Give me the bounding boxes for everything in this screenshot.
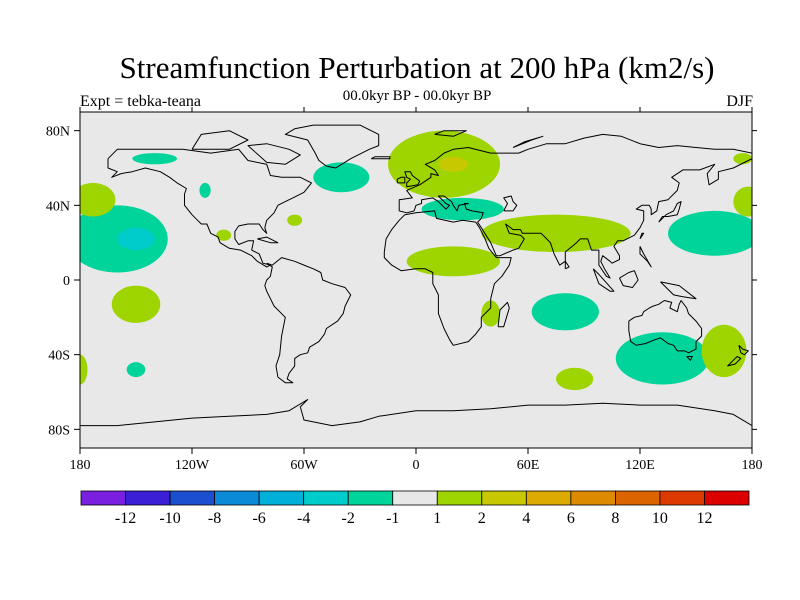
colorbar-swatch-2 bbox=[169, 490, 215, 506]
experiment-label: Expt = tebka-teana bbox=[80, 93, 201, 110]
anomaly-fill-layer bbox=[80, 130, 752, 391]
plot-title: Streamfunction Perturbation at 200 hPa (… bbox=[119, 50, 715, 85]
coastline-baffin-island bbox=[247, 143, 301, 165]
colorbar-swatch-11 bbox=[570, 490, 616, 506]
colorbar-label-13: 12 bbox=[696, 510, 712, 527]
colorbar-swatch-12 bbox=[615, 490, 661, 506]
lat-tick-label-0: 80N bbox=[46, 125, 70, 140]
colorbar-swatch-0 bbox=[80, 490, 126, 506]
coastline-iceland bbox=[370, 156, 391, 160]
colorbar-label-4: -4 bbox=[297, 510, 310, 527]
lat-tick-label-1: 40N bbox=[46, 199, 70, 214]
anomaly-region-2 bbox=[80, 182, 116, 217]
anomaly-region-6 bbox=[132, 153, 178, 165]
axis-ticks: 180 120W 60W 0 60E 120E 180 80N 40N 0 40S 80S bbox=[46, 107, 763, 473]
anomaly-region-5 bbox=[80, 354, 88, 385]
lon-tick-label-4: 60E bbox=[517, 458, 540, 473]
colorbar-label-0: -12 bbox=[115, 510, 136, 527]
colorbar-label-3: -6 bbox=[252, 510, 265, 527]
anomaly-region-14 bbox=[406, 246, 501, 277]
coastline-sri-lanka bbox=[564, 260, 570, 270]
coastline-new-zealand-south bbox=[727, 356, 742, 367]
lat-tick-label-4: 80S bbox=[48, 423, 70, 438]
anomaly-region-9 bbox=[287, 214, 303, 226]
coastline-madagascar bbox=[497, 301, 510, 328]
lon-tick-label-6: 180 bbox=[742, 458, 763, 473]
colorbar-label-11: 8 bbox=[611, 510, 619, 527]
anomaly-region-22 bbox=[733, 186, 752, 217]
anomaly-region-21 bbox=[668, 210, 752, 256]
coastline-antarctica bbox=[80, 399, 752, 427]
colorbar-swatch-1 bbox=[125, 490, 171, 506]
coastline-novaya-zemlya bbox=[512, 135, 544, 148]
lat-tick-label-3: 40S bbox=[48, 349, 70, 364]
coastline-layer bbox=[80, 124, 752, 427]
anomaly-region-23 bbox=[733, 153, 752, 165]
season-label: DJF bbox=[726, 93, 753, 110]
colorbar-label-2: -8 bbox=[208, 510, 221, 527]
colorbar-swatch-10 bbox=[525, 490, 572, 506]
coastline-africa bbox=[383, 210, 512, 346]
colorbar-label-8: 2 bbox=[478, 510, 486, 527]
anomaly-region-10 bbox=[216, 229, 232, 241]
anomaly-region-3 bbox=[111, 285, 161, 323]
colorbar-label-7: 1 bbox=[433, 510, 441, 527]
anomaly-region-16 bbox=[481, 300, 500, 327]
coastline-new-zealand-north bbox=[738, 344, 749, 356]
coastline-arctic-islands bbox=[191, 130, 249, 150]
colorbar-swatch-3 bbox=[214, 490, 260, 506]
coastline-new-guinea bbox=[660, 281, 697, 300]
anomaly-region-13 bbox=[421, 197, 504, 221]
colorbar-label-9: 4 bbox=[522, 510, 530, 527]
colorbar-label-1: -10 bbox=[159, 510, 180, 527]
anomaly-region-8 bbox=[313, 162, 370, 193]
colorbar-swatch-7 bbox=[392, 490, 438, 506]
anomaly-region-7 bbox=[199, 182, 211, 198]
anomaly-region-4 bbox=[126, 362, 146, 378]
anomaly-region-18 bbox=[556, 367, 594, 391]
colorbar-swatch-13 bbox=[659, 490, 705, 506]
coastline-tasmania bbox=[686, 356, 693, 361]
lon-tick-label-5: 120E bbox=[625, 458, 655, 473]
colorbar-swatch-9 bbox=[481, 490, 527, 506]
coastline-australia bbox=[628, 300, 703, 354]
coastline-uk bbox=[404, 171, 421, 188]
colorbar-label-6: -1 bbox=[386, 510, 399, 527]
coastline-south-america bbox=[264, 257, 352, 384]
period-label: 00.0kyr BP - 00.0kyr BP bbox=[342, 88, 492, 104]
anomaly-region-1 bbox=[117, 227, 155, 251]
coastline-sumatra bbox=[592, 268, 615, 292]
coastline-north-america bbox=[107, 148, 312, 268]
anomaly-region-17 bbox=[531, 293, 599, 331]
anomaly-region-19 bbox=[615, 332, 710, 385]
colorbar-swatch-8 bbox=[436, 490, 483, 506]
coastline-taiwan bbox=[639, 232, 645, 240]
coastline-svalbard bbox=[434, 130, 467, 137]
lon-tick-label-1: 120W bbox=[175, 458, 210, 473]
coastline-philippines bbox=[639, 246, 652, 268]
coastline-borneo bbox=[619, 270, 639, 288]
lon-tick-label-2: 60W bbox=[290, 458, 318, 473]
colorbar-swatch-6 bbox=[347, 490, 394, 506]
anomaly-region-15 bbox=[481, 214, 631, 252]
coastline-cuba bbox=[257, 236, 279, 244]
coastline-japan bbox=[658, 201, 682, 223]
lat-tick-label-2: 0 bbox=[63, 274, 70, 289]
coastline-ireland bbox=[396, 176, 406, 184]
colorbar-label-5: -2 bbox=[342, 510, 355, 527]
colorbar-swatch-5 bbox=[303, 490, 349, 506]
colorbar-swatch-14 bbox=[704, 490, 750, 506]
colorbar-label-10: 6 bbox=[567, 510, 575, 527]
colorbar: -12 -10 -8 -6 -4 -2 -1 1 2 4 6 8 10 12 bbox=[80, 490, 750, 527]
coastline-greenland bbox=[284, 124, 380, 169]
colorbar-swatch-4 bbox=[258, 490, 305, 506]
lon-tick-label-0: 180 bbox=[70, 458, 91, 473]
anomaly-region-12 bbox=[438, 156, 469, 172]
anomaly-region-20 bbox=[701, 324, 747, 378]
colorbar-label-12: 10 bbox=[652, 510, 668, 527]
coastline-eurasia bbox=[398, 133, 752, 279]
lon-tick-label-3: 0 bbox=[413, 458, 420, 473]
coastline-caspian-sea bbox=[503, 195, 518, 212]
